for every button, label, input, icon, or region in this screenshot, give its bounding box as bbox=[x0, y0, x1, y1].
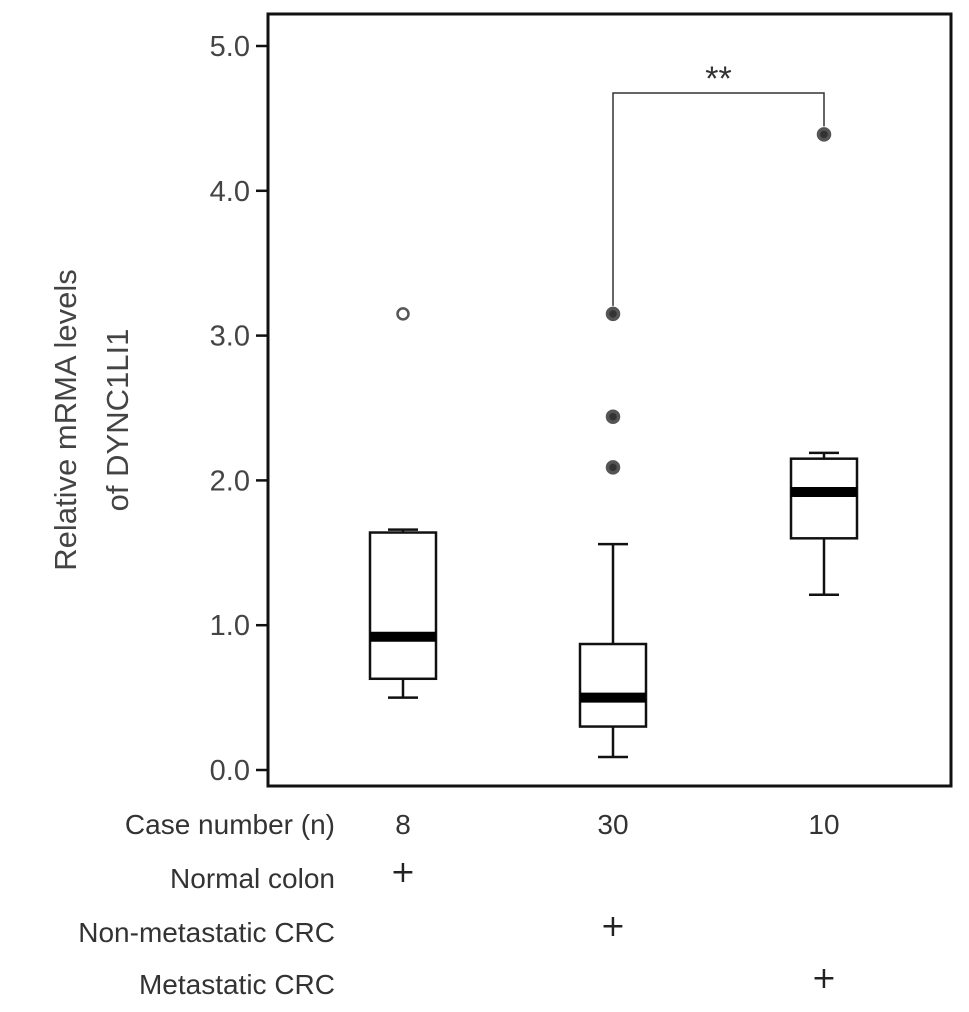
group-row-label: Non-metastatic CRC bbox=[78, 917, 335, 948]
box-group bbox=[368, 307, 438, 699]
outlier-point bbox=[396, 307, 410, 321]
outlier-point bbox=[605, 460, 621, 475]
group-mark: + bbox=[390, 855, 415, 890]
case-number-value: 30 bbox=[597, 809, 628, 840]
outlier-point bbox=[816, 127, 832, 142]
outlier-point bbox=[605, 409, 621, 424]
iqr-box bbox=[578, 642, 648, 728]
y-axis-label-group: Relative mRMA levels of DYNC1LI1 bbox=[48, 269, 135, 570]
significance-label: ** bbox=[705, 60, 731, 98]
group-mark: + bbox=[600, 909, 625, 944]
y-tick-label: 5.0 bbox=[210, 31, 250, 63]
y-tick-label: 0.0 bbox=[210, 755, 250, 787]
group-table: Case number (n) 8 30 10 Normal colon + Non-met… bbox=[78, 809, 839, 1000]
y-axis-label-line: Relative mRMA levels bbox=[48, 269, 83, 570]
group-row-label: Normal colon bbox=[170, 863, 335, 894]
case-number-value: 8 bbox=[395, 809, 411, 840]
box-group bbox=[789, 127, 859, 597]
case-number-value: 10 bbox=[808, 809, 839, 840]
y-axis-label: Relative mRMA levels of DYNC1LI1 bbox=[48, 269, 135, 570]
significance-bracket: ** bbox=[612, 60, 825, 306]
y-axis-label-line: of DYNC1LI1 bbox=[100, 329, 135, 512]
box-group bbox=[578, 306, 648, 759]
plot-frame bbox=[266, 12, 953, 788]
iqr-box bbox=[789, 457, 859, 540]
group-mark: + bbox=[811, 961, 836, 996]
y-tick-label: 1.0 bbox=[210, 610, 250, 642]
y-tick-label: 3.0 bbox=[210, 321, 250, 353]
boxes bbox=[368, 127, 859, 759]
outlier-point bbox=[605, 306, 621, 322]
case-number-header: Case number (n) bbox=[125, 809, 335, 840]
y-axis: 0.0 1.0 2.0 3.0 4.0 5.0 bbox=[210, 31, 268, 787]
iqr-box bbox=[368, 531, 438, 681]
bracket-line bbox=[612, 92, 825, 306]
y-tick-label: 2.0 bbox=[210, 465, 250, 497]
y-tick-label: 4.0 bbox=[210, 176, 250, 208]
group-row-label: Metastatic CRC bbox=[139, 969, 335, 1000]
